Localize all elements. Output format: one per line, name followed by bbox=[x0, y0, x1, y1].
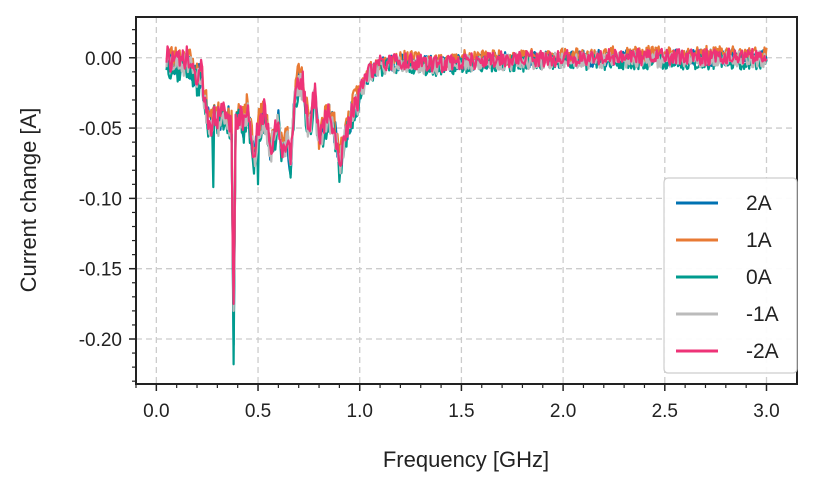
legend-label--2A: -2A bbox=[746, 340, 779, 363]
legend-label-1A: 1A bbox=[746, 229, 772, 252]
y-axis: 0.00 -0.05 -0.10 -0.15 -0.20 bbox=[79, 29, 136, 382]
x-axis: 0.0 0.5 1.0 1.5 2.0 2.5 3.0 bbox=[135, 384, 780, 422]
x-tick-label: 1.5 bbox=[448, 401, 474, 422]
x-tick-label: 2.5 bbox=[652, 401, 678, 422]
y-axis-label: Current change [A] bbox=[16, 108, 41, 293]
legend: 2A 1A 0A -1A -2A bbox=[663, 177, 798, 374]
x-axis-label: Frequency [GHz] bbox=[383, 447, 549, 472]
legend-box bbox=[663, 177, 798, 374]
legend-label-0A: 0A bbox=[746, 266, 772, 289]
x-tick-label: 2.0 bbox=[550, 401, 576, 422]
x-tick-label: 0.0 bbox=[143, 401, 169, 422]
x-tick-label: 1.0 bbox=[347, 401, 373, 422]
y-tick-label: -0.15 bbox=[79, 260, 122, 281]
series-line--2A bbox=[165, 45, 768, 305]
y-tick-label: 0.00 bbox=[85, 49, 122, 70]
y-tick-label: -0.05 bbox=[79, 119, 122, 140]
legend-label-2A: 2A bbox=[746, 192, 772, 215]
series-lines bbox=[165, 44, 768, 366]
y-tick-label: -0.20 bbox=[79, 330, 122, 351]
y-tick-label: -0.10 bbox=[79, 189, 122, 210]
legend-label--1A: -1A bbox=[746, 303, 779, 326]
x-tick-label: 0.5 bbox=[245, 401, 271, 422]
x-tick-label: 3.0 bbox=[753, 401, 779, 422]
